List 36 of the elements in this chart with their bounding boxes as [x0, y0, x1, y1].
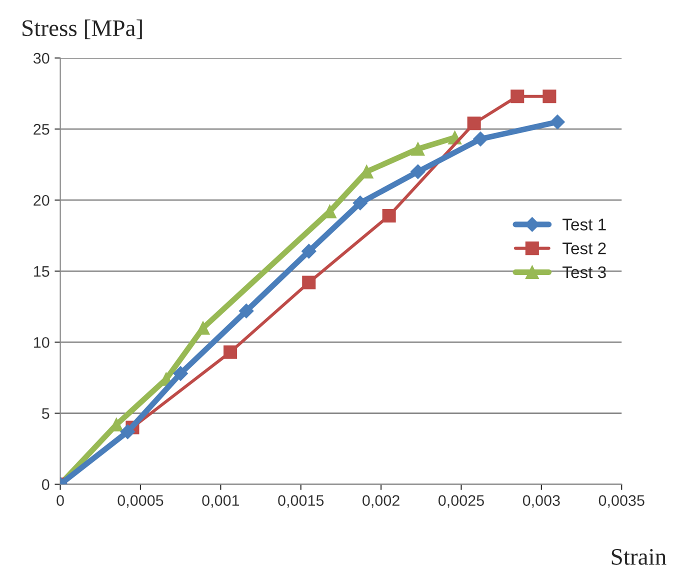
point — [382, 208, 396, 222]
legend-label: Test 2 — [562, 242, 606, 254]
legend-label: Test 1 — [562, 218, 606, 230]
y-tick-label: 15 — [34, 266, 50, 277]
point — [550, 114, 565, 130]
point — [473, 132, 488, 146]
y-tick-label: 30 — [33, 52, 50, 64]
point — [224, 345, 238, 359]
point — [173, 366, 188, 381]
x-tick-label: 0,0025 — [438, 495, 484, 508]
y-tick-label: 20 — [34, 194, 50, 206]
x-tick-label: 0,0035 — [598, 495, 644, 508]
point — [542, 90, 556, 104]
x-tick-label: 0,001 — [202, 495, 240, 508]
x-tick-label: 0 — [56, 495, 64, 506]
point — [301, 244, 316, 259]
x-tick-label: 0,0015 — [278, 495, 324, 508]
point — [467, 116, 481, 130]
y-tick-label: 5 — [42, 408, 50, 419]
y-tick-label: 25 — [34, 124, 50, 135]
point — [196, 321, 210, 335]
y-tick-label: 10 — [34, 337, 50, 348]
y-axis-title: Stress [MPa] — [22, 20, 142, 40]
point — [510, 90, 524, 104]
point — [411, 142, 425, 156]
point — [238, 304, 254, 318]
y-tick-label: 0 — [42, 479, 50, 490]
point — [410, 164, 426, 180]
x-axis-title: Strain — [612, 548, 666, 565]
point — [302, 276, 316, 290]
legend-label: Test 3 — [562, 266, 606, 278]
point — [120, 424, 136, 440]
x-tick-label: 0,003 — [522, 495, 560, 508]
point — [352, 196, 368, 210]
x-tick-label: 0,002 — [362, 495, 400, 508]
x-tick-label: 0,0005 — [118, 495, 164, 508]
